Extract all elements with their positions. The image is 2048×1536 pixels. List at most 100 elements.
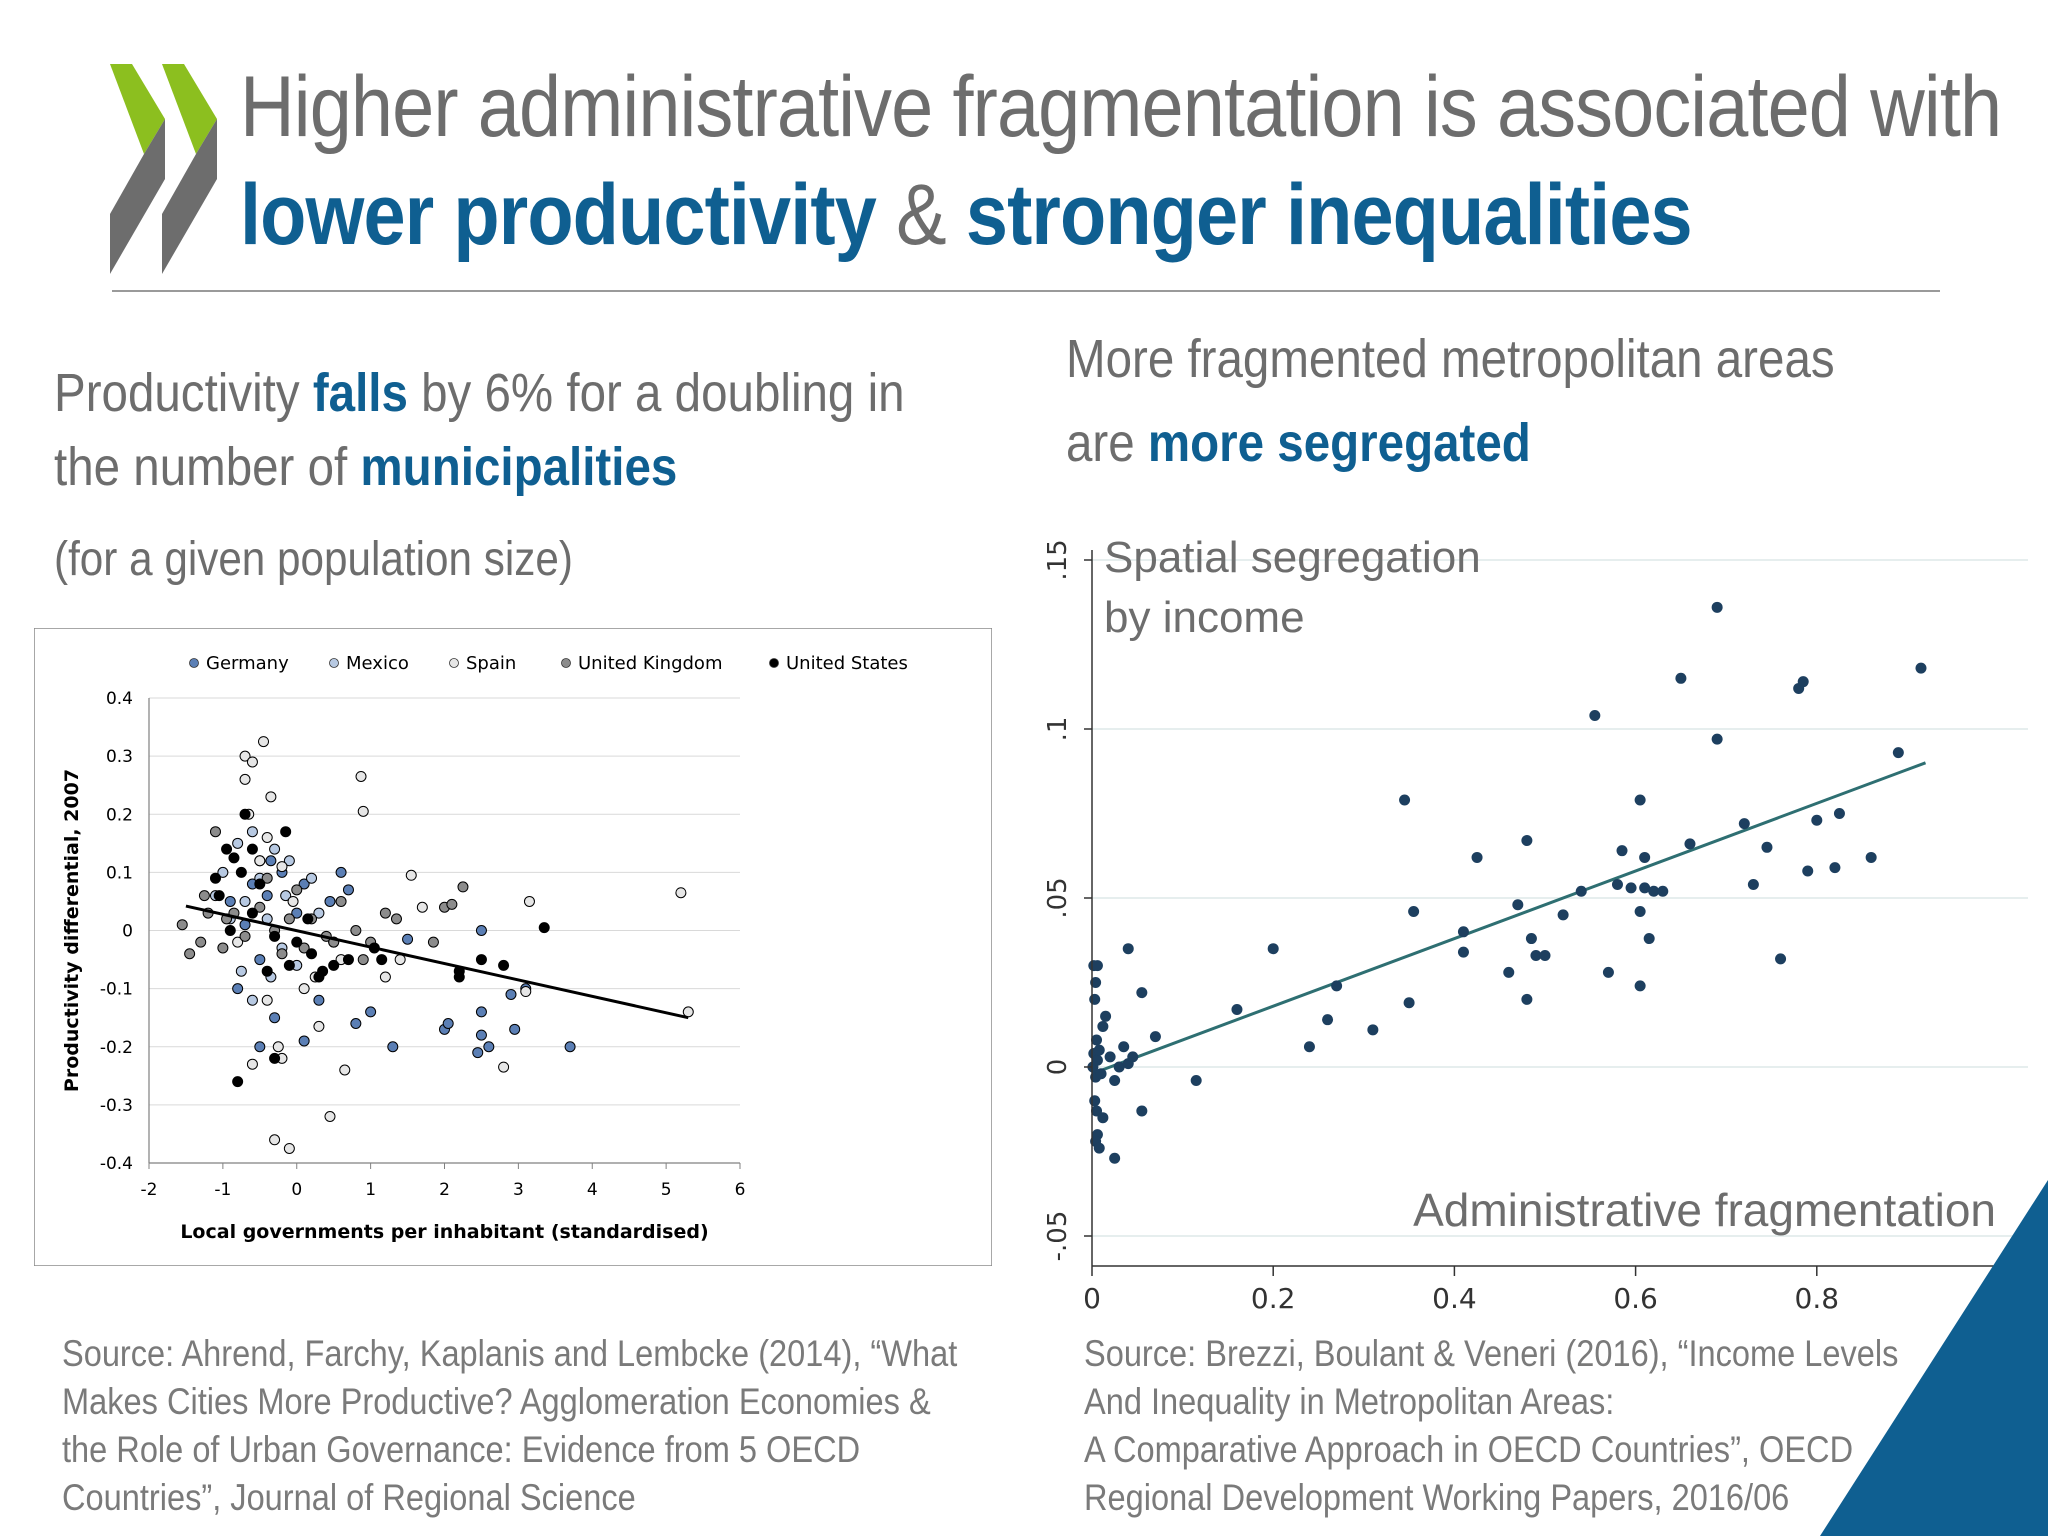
data-point-united-states [235, 866, 247, 878]
data-point [1231, 1004, 1243, 1016]
data-point-spain [261, 994, 273, 1006]
left-heading-text: Productivity [54, 363, 313, 423]
data-point-united-states [342, 954, 354, 966]
data-point-mexico [269, 843, 281, 855]
data-point-united-kingdom [239, 930, 251, 942]
right-heading-text: are [1066, 413, 1148, 473]
data-point [1634, 794, 1646, 806]
data-point-germany [365, 1006, 377, 1018]
data-point-germany [475, 1029, 487, 1041]
data-point [1104, 1051, 1116, 1063]
data-point [1611, 878, 1623, 890]
data-point [1122, 943, 1134, 955]
data-point [1149, 1031, 1161, 1043]
data-point-united-kingdom [176, 919, 188, 931]
data-point-spain [379, 971, 391, 983]
x-tick-label: 0.8 [1795, 1282, 1840, 1310]
y-axis-label: Productivity differential, 2007 [61, 769, 83, 1092]
legend-label: Mexico [346, 653, 409, 674]
data-point-spain [254, 855, 266, 867]
data-point-united-states [280, 826, 292, 838]
data-point-united-states [538, 922, 550, 934]
data-point-united-kingdom [254, 901, 266, 913]
left-heading-emphasis-falls: falls [312, 363, 408, 423]
data-point [1127, 1051, 1139, 1063]
data-point-spain [283, 1142, 295, 1154]
x-tick-label: -1 [214, 1180, 231, 1200]
x-tick-label: 0 [291, 1180, 302, 1200]
legend-marker [329, 658, 339, 668]
data-point-united-kingdom [195, 936, 207, 948]
data-point-germany [342, 884, 354, 896]
data-point-germany [254, 954, 266, 966]
source-line: the Role of Urban Governance: Evidence f… [62, 1429, 861, 1470]
data-point [1399, 794, 1411, 806]
y-tick-label: -0.2 [100, 1038, 133, 1058]
data-point-spain [523, 895, 535, 907]
data-point [1616, 845, 1628, 857]
data-point [1657, 885, 1669, 897]
y-tick-label: -.05 [1043, 1211, 1073, 1262]
data-point-united-states [269, 930, 281, 942]
left-source-citation: Source: Ahrend, Farchy, Kaplanis and Lem… [62, 1330, 957, 1522]
data-point-united-states [313, 971, 325, 983]
data-point-united-states [306, 948, 318, 960]
legend-marker [189, 658, 199, 668]
page-title-line1: Higher administrative fragmentation is a… [240, 59, 2002, 155]
legend-label: Germany [206, 653, 289, 674]
data-point [1136, 987, 1148, 999]
data-point-united-states [228, 852, 240, 864]
x-tick-label: 0.6 [1613, 1282, 1658, 1310]
data-point-united-states [261, 965, 273, 977]
left-heading-emphasis-municipalities: municipalities [360, 437, 678, 497]
y-tick-label: 0 [122, 922, 133, 942]
data-point [1521, 835, 1533, 847]
data-point-germany [505, 988, 517, 1000]
data-point-united-kingdom [379, 907, 391, 919]
source-line: A Comparative Approach in OECD Countries… [1084, 1429, 1854, 1470]
data-point-united-states [498, 959, 510, 971]
data-point-germany [483, 1041, 495, 1053]
header-divider [112, 290, 1940, 292]
data-point [1625, 882, 1637, 894]
data-point-germany [291, 907, 303, 919]
data-point [1761, 841, 1773, 853]
data-point-germany [509, 1023, 521, 1035]
data-point-spain [339, 1064, 351, 1076]
data-point-germany [475, 925, 487, 936]
data-point-spain [520, 986, 532, 998]
data-point-united-states [246, 843, 258, 855]
data-point [1648, 885, 1660, 897]
source-line: Source: Brezzi, Boulant & Veneri (2016),… [1084, 1333, 1899, 1374]
data-point-spain [405, 869, 417, 881]
data-point-spain [269, 1134, 281, 1146]
data-point-united-kingdom [209, 826, 221, 838]
data-point [1675, 672, 1687, 684]
data-point [1093, 1044, 1105, 1056]
left-heading-note: (for a given population size) [54, 533, 573, 586]
data-point [1113, 1061, 1125, 1073]
data-point [1091, 1034, 1103, 1046]
data-point [1747, 878, 1759, 890]
data-point [1634, 906, 1646, 918]
legend-label: Spain [466, 653, 516, 674]
right-source-citation: Source: Brezzi, Boulant & Veneri (2016),… [1084, 1330, 1898, 1522]
data-point-united-states [302, 913, 314, 925]
data-point [1095, 1068, 1107, 1080]
data-point [1093, 1142, 1105, 1154]
data-point [1267, 943, 1279, 955]
data-point-spain [239, 750, 251, 762]
data-point-united-kingdom [357, 954, 369, 966]
data-point-united-kingdom [427, 936, 439, 948]
data-point-spain [394, 954, 406, 966]
x-tick-label: 2 [439, 1180, 450, 1200]
oecd-logo [110, 64, 217, 274]
data-point [1091, 960, 1103, 972]
left-heading-line2: the number of municipalities [54, 436, 677, 498]
data-point [1097, 1112, 1109, 1124]
data-point-united-states [291, 936, 303, 948]
data-point-germany [298, 878, 310, 890]
data-point [1634, 980, 1646, 992]
data-point-spain [239, 773, 251, 785]
